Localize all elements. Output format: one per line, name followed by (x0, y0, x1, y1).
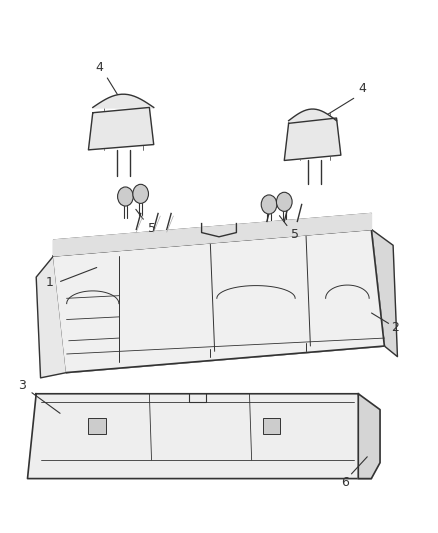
Polygon shape (36, 256, 67, 378)
Text: 6: 6 (341, 477, 349, 489)
Polygon shape (53, 229, 385, 373)
Polygon shape (358, 394, 380, 479)
Text: 1: 1 (45, 276, 53, 289)
Text: 3: 3 (18, 379, 26, 392)
Polygon shape (53, 214, 371, 256)
Text: 2: 2 (391, 321, 399, 334)
Circle shape (133, 184, 148, 204)
Polygon shape (284, 118, 341, 160)
Polygon shape (88, 108, 154, 150)
Circle shape (261, 195, 277, 214)
Bar (262, 418, 280, 433)
Text: 4: 4 (95, 61, 103, 74)
Text: 5: 5 (291, 228, 299, 241)
Text: 4: 4 (359, 83, 367, 95)
Text: 5: 5 (148, 222, 155, 235)
Polygon shape (371, 229, 397, 357)
Circle shape (276, 192, 292, 212)
Bar (88, 418, 106, 433)
Circle shape (117, 187, 133, 206)
Polygon shape (28, 394, 371, 479)
